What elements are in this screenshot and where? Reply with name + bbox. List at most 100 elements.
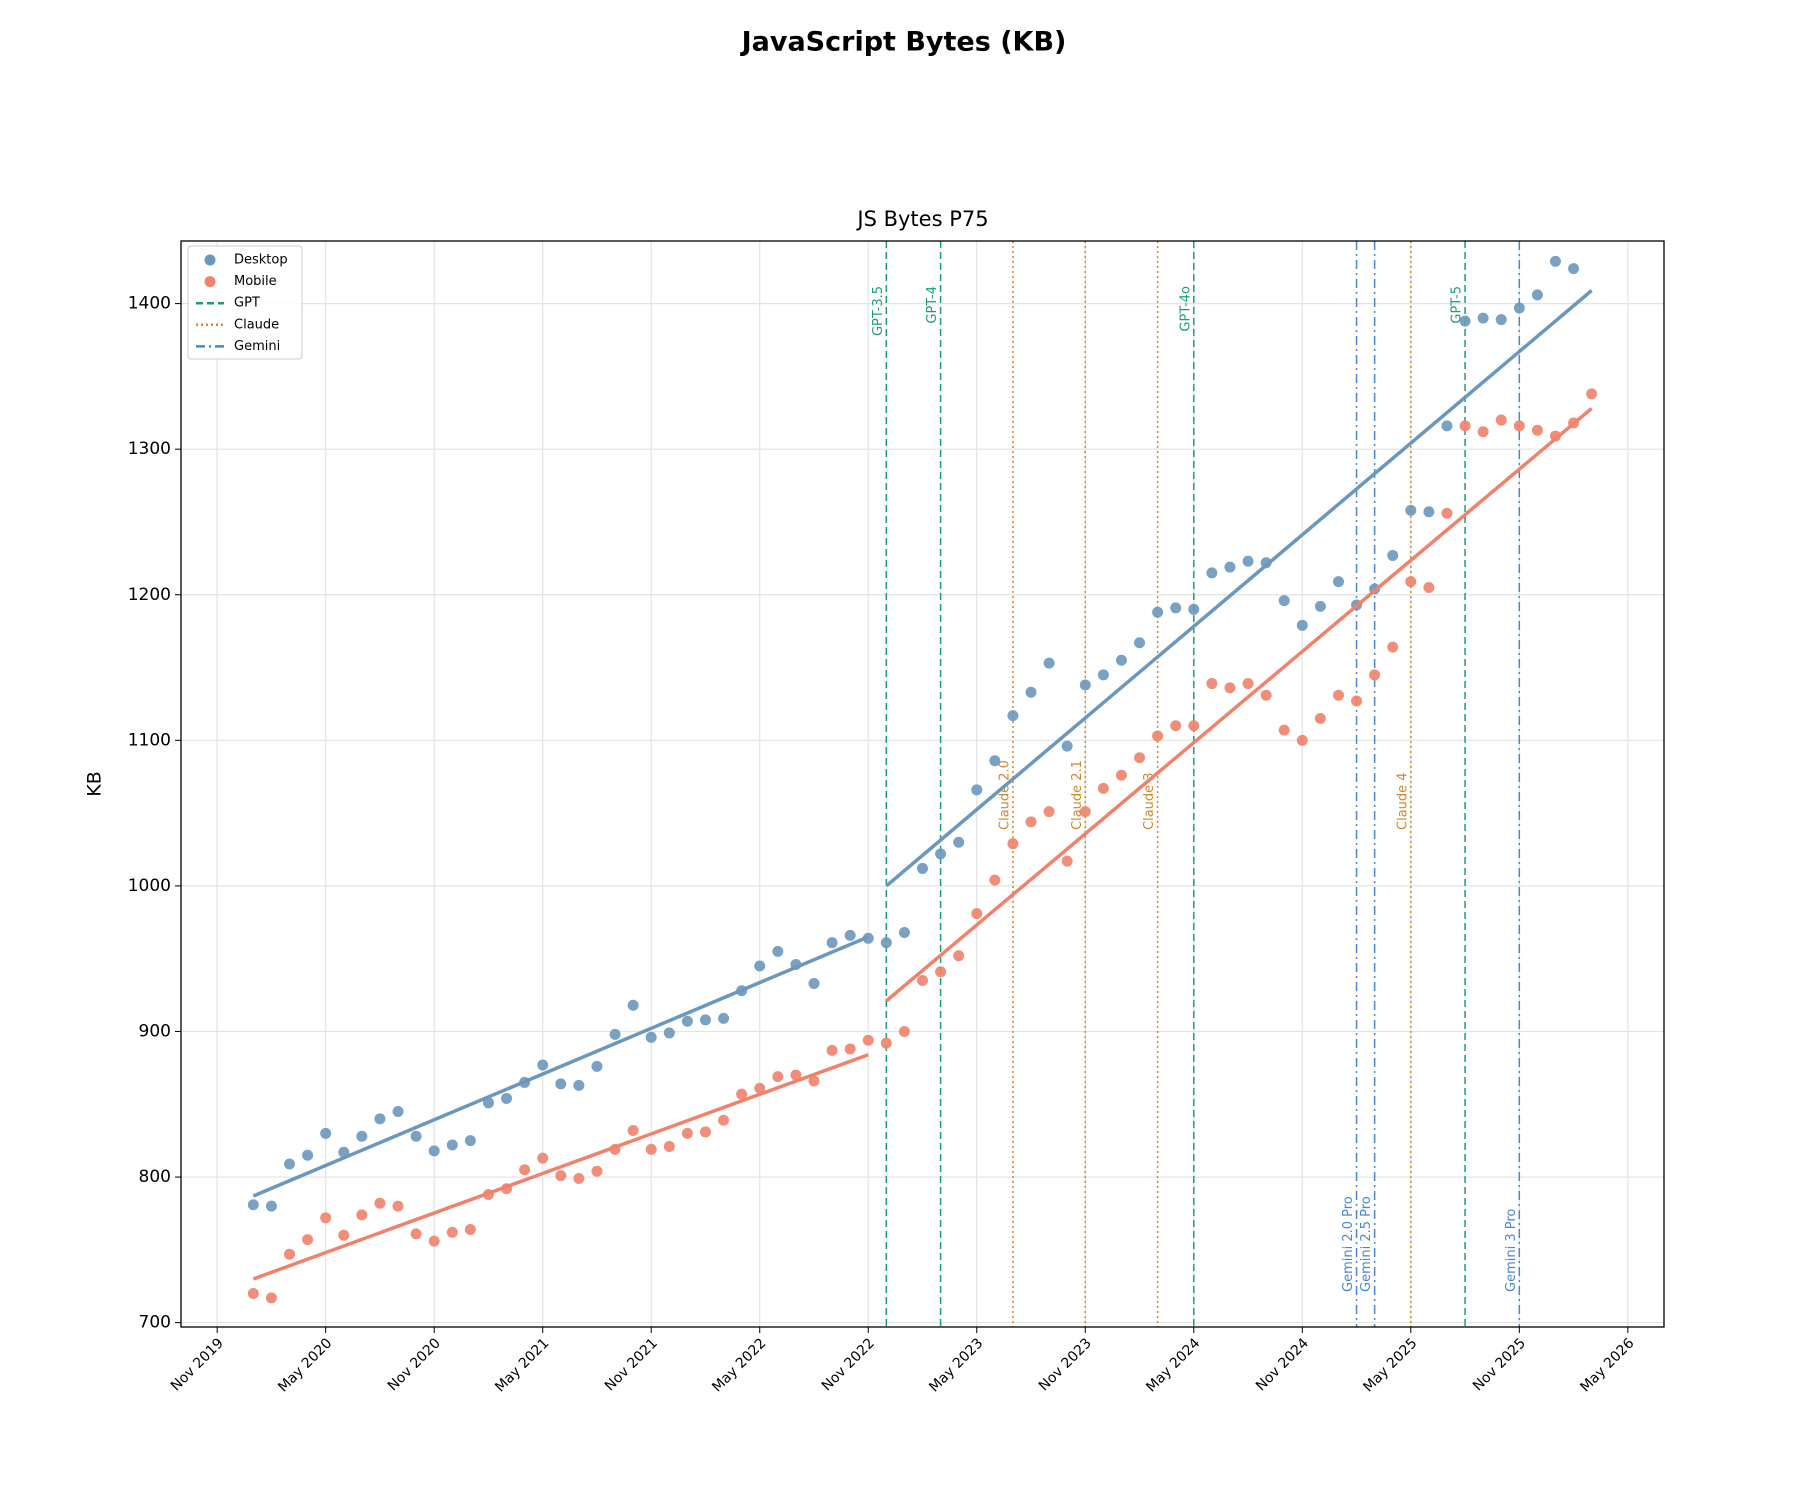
y-tick-label: 1000: [128, 876, 171, 896]
data-point: [428, 1145, 440, 1157]
data-point: [736, 1088, 748, 1100]
y-tick-label: 1400: [128, 294, 171, 314]
data-point: [1296, 619, 1308, 631]
event-label: GPT-5: [1450, 286, 1465, 324]
data-point: [464, 1223, 476, 1235]
data-point: [627, 999, 639, 1011]
data-point: [772, 945, 784, 957]
data-point: [609, 1028, 621, 1040]
data-point: [681, 1015, 693, 1027]
data-point: [1061, 740, 1073, 752]
data-point: [537, 1152, 549, 1164]
data-point: [699, 1126, 711, 1138]
data-point: [699, 1014, 711, 1026]
data-point: [917, 862, 928, 874]
data-point: [374, 1113, 386, 1125]
data-point: [1369, 669, 1381, 681]
data-point: [265, 1200, 277, 1212]
data-point: [410, 1228, 422, 1240]
data-point: [953, 950, 965, 962]
data-point: [1477, 312, 1489, 324]
data-point: [501, 1092, 513, 1104]
chart-title: JavaScript Bytes (KB): [740, 27, 1067, 58]
y-tick-label: 800: [139, 1167, 171, 1187]
data-point: [989, 755, 1001, 767]
data-point: [1477, 426, 1489, 438]
data-point: [880, 937, 892, 949]
legend-box: [187, 245, 303, 360]
x-tick-label: Nov 2022: [819, 1335, 878, 1394]
data-point: [1224, 682, 1236, 694]
x-tick-label: May 2021: [492, 1335, 552, 1395]
data-point: [953, 836, 965, 848]
y-tick-label: 1100: [128, 730, 171, 750]
data-point: [1188, 603, 1200, 615]
data-point: [1115, 654, 1127, 666]
x-tick-label: Nov 2020: [385, 1335, 444, 1394]
data-point: [1423, 506, 1435, 518]
data-point: [1495, 314, 1507, 326]
data-point: [446, 1226, 458, 1238]
x-tick-label: May 2022: [709, 1335, 769, 1395]
data-point: [247, 1288, 259, 1300]
data-point: [1278, 724, 1290, 736]
data-point: [1332, 689, 1344, 701]
data-point: [826, 937, 838, 949]
data-point: [1351, 695, 1363, 707]
data-point: [555, 1078, 567, 1090]
legend-label: Desktop: [234, 253, 288, 268]
data-point: [1043, 806, 1055, 818]
y-axis-label: KB: [84, 771, 106, 797]
data-point: [1152, 606, 1164, 618]
data-point: [1568, 263, 1580, 275]
data-point: [754, 1082, 766, 1094]
data-point: [826, 1044, 838, 1056]
data-point: [1513, 302, 1525, 314]
event-label: Claude 4: [1395, 772, 1410, 830]
y-tick-label: 700: [139, 1313, 171, 1333]
data-point: [1007, 710, 1019, 722]
x-tick-label: Nov 2023: [1036, 1335, 1095, 1394]
data-point: [1170, 602, 1182, 614]
data-point: [1586, 388, 1598, 400]
data-point: [1387, 641, 1399, 653]
data-point: [302, 1234, 314, 1246]
data-point: [392, 1200, 404, 1212]
data-point: [844, 929, 856, 941]
data-point: [482, 1097, 494, 1109]
trend-line: [252, 1053, 869, 1281]
data-point: [772, 1071, 784, 1083]
data-point: [338, 1229, 350, 1241]
data-point: [1134, 637, 1146, 649]
data-point: [591, 1165, 603, 1177]
data-point: [1332, 576, 1344, 588]
data-point: [1188, 720, 1200, 732]
data-point: [790, 1069, 802, 1081]
data-point: [1314, 712, 1326, 724]
data-point: [1097, 669, 1109, 681]
data-point: [1242, 678, 1254, 690]
data-point: [1513, 420, 1525, 432]
data-point: [1260, 689, 1272, 701]
data-point: [1170, 720, 1182, 732]
event-label: Gemini 2.5 Pro: [1359, 1196, 1374, 1292]
data-point: [1531, 289, 1543, 301]
data-point: [898, 926, 910, 938]
data-point: [320, 1127, 332, 1139]
y-tick-label: 900: [139, 1021, 171, 1041]
data-point: [284, 1248, 296, 1260]
data-point: [1079, 679, 1091, 691]
data-point: [935, 848, 947, 860]
event-label: Claude 2.0: [997, 760, 1012, 830]
data-point: [1025, 816, 1037, 828]
data-point: [718, 1114, 730, 1126]
x-tick-label: May 2024: [1143, 1335, 1203, 1395]
x-tick-label: Nov 2025: [1470, 1335, 1529, 1394]
data-point: [808, 1075, 820, 1087]
data-point: [555, 1170, 567, 1182]
data-point: [1423, 581, 1435, 593]
data-point: [1405, 504, 1417, 516]
data-point: [284, 1158, 296, 1170]
data-point: [1459, 315, 1471, 327]
